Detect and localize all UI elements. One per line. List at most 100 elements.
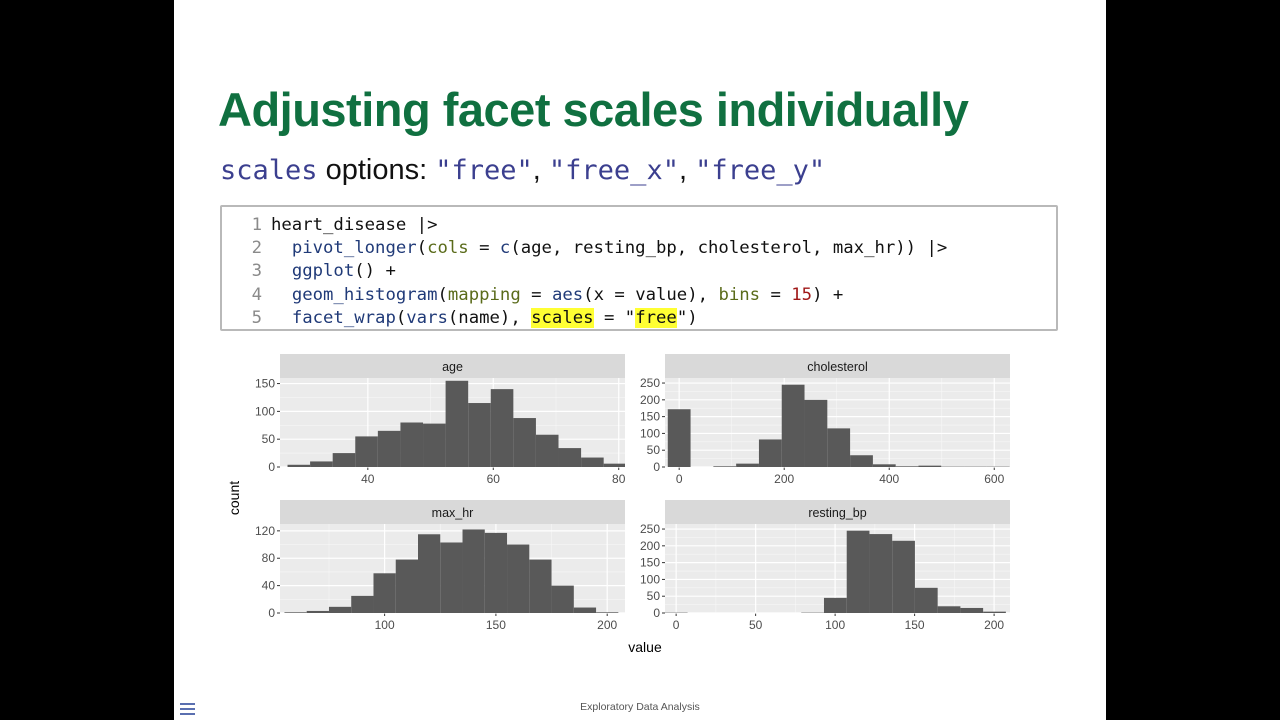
- y-tick-label: 100: [640, 426, 660, 440]
- histogram-bar: [418, 534, 441, 613]
- histogram-bar: [445, 380, 469, 467]
- y-tick-label: 50: [262, 432, 276, 446]
- histogram-bar: [468, 403, 491, 467]
- code-block[interactable]: 1 heart_disease |> 2 pivot_longer(cols = …: [220, 205, 1058, 331]
- x-tick-label: 150: [905, 618, 925, 632]
- x-tick-label: 100: [825, 618, 845, 632]
- code-line-2: 2 pivot_longer(cols = c(age, resting_bp,…: [222, 237, 1056, 260]
- y-tick-label: 100: [255, 404, 275, 418]
- histogram-bar: [603, 463, 625, 467]
- facet-strip-label: resting_bp: [808, 506, 866, 520]
- histogram-bar: [846, 530, 870, 613]
- x-tick-label: 200: [597, 618, 617, 632]
- y-axis-title: count: [226, 481, 242, 515]
- y-tick-label: 40: [262, 579, 276, 593]
- code-text: ggplot() +: [291, 261, 396, 282]
- histogram-bar: [377, 430, 401, 467]
- histogram-bar: [507, 544, 530, 613]
- y-tick-label: 0: [268, 460, 275, 474]
- slide-subtitle: scales options: "free", "free_x", "free_…: [220, 154, 825, 187]
- histogram-bar: [551, 585, 574, 613]
- x-tick-label: 200: [774, 472, 794, 486]
- subtitle-sep-2: ,: [678, 154, 696, 186]
- histogram-bar: [895, 466, 919, 467]
- y-tick-label: 0: [653, 606, 660, 620]
- histogram-bar: [490, 389, 514, 467]
- histogram-bar: [667, 409, 691, 467]
- histogram-bar: [513, 418, 536, 467]
- line-number: 5: [251, 307, 262, 328]
- histogram-bar: [804, 399, 828, 467]
- x-tick-label: 40: [361, 472, 375, 486]
- histogram-bar: [423, 423, 446, 467]
- y-tick-label: 100: [640, 572, 660, 586]
- facet-strip-label: cholesterol: [807, 360, 867, 374]
- facet-strip: [280, 500, 625, 524]
- y-tick-label: 150: [640, 410, 660, 424]
- x-tick-label: 400: [879, 472, 899, 486]
- histogram-bar: [332, 453, 356, 467]
- y-tick-label: 200: [640, 393, 660, 407]
- facet-strip: [665, 354, 1010, 378]
- histogram-bar: [328, 606, 352, 613]
- histogram-bar: [713, 466, 737, 467]
- histogram-bar: [310, 461, 333, 467]
- subtitle-sep-1: ,: [532, 154, 549, 186]
- code-text: heart_disease |>: [271, 215, 438, 235]
- line-number: 3: [251, 261, 262, 282]
- x-tick-label: 150: [486, 618, 506, 632]
- code-line-5: 5 facet_wrap(vars(name), scales = "free"…: [222, 307, 1056, 330]
- x-tick-label: 200: [984, 618, 1004, 632]
- histogram-bar: [736, 463, 759, 467]
- histogram-bar: [395, 559, 418, 613]
- histogram-bar: [306, 610, 329, 613]
- line-number: 1: [251, 215, 262, 235]
- y-tick-label: 200: [640, 539, 660, 553]
- histogram-bar: [869, 534, 893, 613]
- y-tick-label: 250: [640, 522, 660, 536]
- x-tick-label: 80: [612, 472, 626, 486]
- facet-histogram-chart: age 40 60 80 0 50 100 150 cholesterol 0 200 400 600 0…: [220, 350, 1020, 662]
- y-tick-label: 80: [262, 551, 276, 565]
- histogram-bar: [596, 612, 619, 613]
- histogram-bar: [440, 542, 463, 613]
- menu-icon[interactable]: [180, 703, 195, 715]
- code-text: pivot_longer(cols = c(age, resting_bp, c…: [291, 238, 948, 259]
- slide-footer: Exploratory Data Analysis: [580, 701, 700, 713]
- y-tick-label: 0: [653, 460, 660, 474]
- code-text: facet_wrap(vars(name), scales = "free"): [291, 307, 698, 328]
- histogram-bar: [529, 559, 552, 613]
- y-tick-label: 250: [640, 376, 660, 390]
- histogram-bar: [573, 607, 597, 613]
- histogram-bar: [850, 455, 873, 467]
- line-number: 2: [251, 238, 262, 259]
- line-number: 4: [251, 284, 262, 305]
- histogram-bar: [373, 573, 396, 613]
- code-line-1: 1 heart_disease |>: [222, 214, 1056, 237]
- y-tick-label: 0: [268, 606, 275, 620]
- histogram-bar: [918, 465, 942, 467]
- histogram-bar: [287, 464, 311, 467]
- x-tick-label: 100: [375, 618, 395, 632]
- facet-strip: [280, 354, 625, 378]
- code-text: geom_histogram(mapping = aes(x = value),…: [291, 284, 844, 305]
- subtitle-option-free-y: "free_y": [695, 155, 826, 186]
- histogram-bar: [351, 595, 374, 613]
- histogram-bar: [892, 540, 915, 613]
- slide-title: Adjusting facet scales individually: [218, 83, 969, 136]
- facet-strip-label: max_hr: [432, 506, 474, 520]
- subtitle-option-free-x: "free_x": [548, 155, 679, 186]
- y-tick-label: 150: [640, 556, 660, 570]
- histogram-bar: [484, 532, 508, 613]
- y-tick-label: 120: [255, 524, 275, 538]
- histogram-bar: [781, 384, 805, 467]
- x-tick-label: 60: [487, 472, 501, 486]
- histogram-bar: [937, 606, 961, 613]
- code-line-4: 4 geom_histogram(mapping = aes(x = value…: [222, 284, 1056, 307]
- x-axis-title: value: [628, 639, 662, 655]
- histogram-bar: [535, 434, 559, 467]
- y-tick-label: 150: [255, 377, 275, 391]
- x-tick-label: 50: [749, 618, 763, 632]
- slide: Adjusting facet scales individually scal…: [174, 0, 1106, 720]
